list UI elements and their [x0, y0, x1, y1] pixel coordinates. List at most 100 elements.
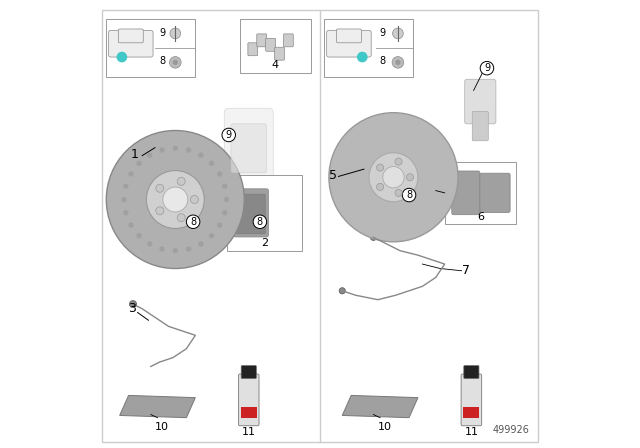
FancyBboxPatch shape	[275, 47, 284, 60]
Text: 7: 7	[463, 264, 470, 277]
Circle shape	[209, 161, 214, 166]
Circle shape	[129, 301, 136, 308]
FancyBboxPatch shape	[248, 43, 258, 56]
FancyBboxPatch shape	[224, 108, 273, 184]
Text: 8: 8	[380, 56, 385, 66]
FancyBboxPatch shape	[118, 29, 143, 43]
Circle shape	[163, 187, 188, 212]
FancyBboxPatch shape	[461, 374, 482, 426]
Text: 11: 11	[242, 426, 256, 437]
Text: 8: 8	[257, 217, 263, 227]
Circle shape	[191, 195, 198, 203]
Circle shape	[116, 52, 127, 62]
FancyBboxPatch shape	[231, 124, 267, 173]
Circle shape	[147, 152, 152, 158]
Circle shape	[159, 246, 164, 252]
Text: 8: 8	[190, 217, 196, 227]
Text: 5: 5	[329, 169, 337, 182]
Text: 10: 10	[155, 422, 169, 432]
Circle shape	[170, 56, 181, 68]
Polygon shape	[120, 396, 195, 418]
FancyBboxPatch shape	[472, 112, 488, 141]
Circle shape	[369, 153, 418, 202]
Text: 2: 2	[260, 238, 268, 249]
Circle shape	[357, 52, 367, 62]
FancyBboxPatch shape	[266, 39, 275, 51]
Text: 6: 6	[477, 212, 484, 222]
Circle shape	[170, 28, 180, 39]
Circle shape	[376, 183, 384, 190]
FancyBboxPatch shape	[109, 30, 153, 57]
FancyBboxPatch shape	[237, 194, 265, 234]
Polygon shape	[342, 396, 418, 418]
FancyBboxPatch shape	[445, 162, 516, 224]
Text: 9: 9	[226, 130, 232, 140]
Circle shape	[392, 28, 403, 39]
Circle shape	[173, 60, 178, 65]
Circle shape	[329, 113, 458, 242]
Circle shape	[406, 174, 413, 181]
Circle shape	[392, 56, 404, 68]
Circle shape	[395, 158, 402, 165]
Circle shape	[224, 197, 229, 202]
Text: 9: 9	[380, 28, 385, 38]
FancyBboxPatch shape	[240, 19, 311, 73]
Text: 499926: 499926	[492, 426, 529, 435]
Circle shape	[186, 147, 191, 153]
FancyBboxPatch shape	[257, 34, 267, 47]
Circle shape	[186, 246, 191, 252]
FancyBboxPatch shape	[227, 175, 302, 251]
Circle shape	[159, 147, 164, 153]
Circle shape	[396, 60, 401, 65]
Circle shape	[209, 233, 214, 238]
FancyBboxPatch shape	[239, 374, 259, 426]
FancyBboxPatch shape	[480, 173, 510, 212]
Circle shape	[383, 167, 404, 188]
FancyBboxPatch shape	[241, 366, 257, 379]
FancyBboxPatch shape	[326, 30, 371, 57]
FancyBboxPatch shape	[463, 406, 479, 418]
Circle shape	[217, 223, 222, 228]
FancyBboxPatch shape	[106, 19, 195, 77]
Text: 9: 9	[484, 63, 490, 73]
Circle shape	[156, 207, 164, 215]
FancyBboxPatch shape	[102, 10, 538, 442]
Circle shape	[147, 241, 152, 246]
FancyBboxPatch shape	[284, 34, 293, 47]
FancyBboxPatch shape	[234, 189, 268, 237]
Circle shape	[371, 234, 376, 241]
Text: 8: 8	[159, 56, 165, 66]
Circle shape	[106, 130, 244, 268]
Circle shape	[123, 210, 129, 215]
Circle shape	[156, 184, 164, 192]
Text: 3: 3	[129, 302, 136, 315]
Circle shape	[147, 171, 204, 228]
Circle shape	[395, 190, 402, 197]
Circle shape	[173, 248, 178, 254]
Circle shape	[376, 164, 384, 171]
Text: 9: 9	[159, 28, 165, 38]
Circle shape	[198, 152, 204, 158]
Text: 10: 10	[378, 422, 392, 432]
Circle shape	[173, 146, 178, 151]
Circle shape	[136, 161, 142, 166]
Circle shape	[177, 177, 185, 185]
FancyBboxPatch shape	[465, 79, 496, 124]
FancyBboxPatch shape	[324, 19, 413, 77]
Circle shape	[198, 241, 204, 246]
Text: 1: 1	[131, 148, 139, 161]
Circle shape	[222, 210, 227, 215]
Circle shape	[122, 197, 127, 202]
Text: 8: 8	[406, 190, 412, 200]
FancyBboxPatch shape	[464, 366, 479, 379]
FancyBboxPatch shape	[452, 171, 480, 215]
Circle shape	[222, 184, 227, 189]
Text: 11: 11	[465, 426, 478, 437]
Circle shape	[123, 184, 129, 189]
FancyBboxPatch shape	[241, 406, 257, 418]
Circle shape	[128, 223, 134, 228]
Circle shape	[128, 171, 134, 177]
Circle shape	[136, 233, 142, 238]
Circle shape	[339, 288, 346, 294]
Circle shape	[217, 171, 222, 177]
